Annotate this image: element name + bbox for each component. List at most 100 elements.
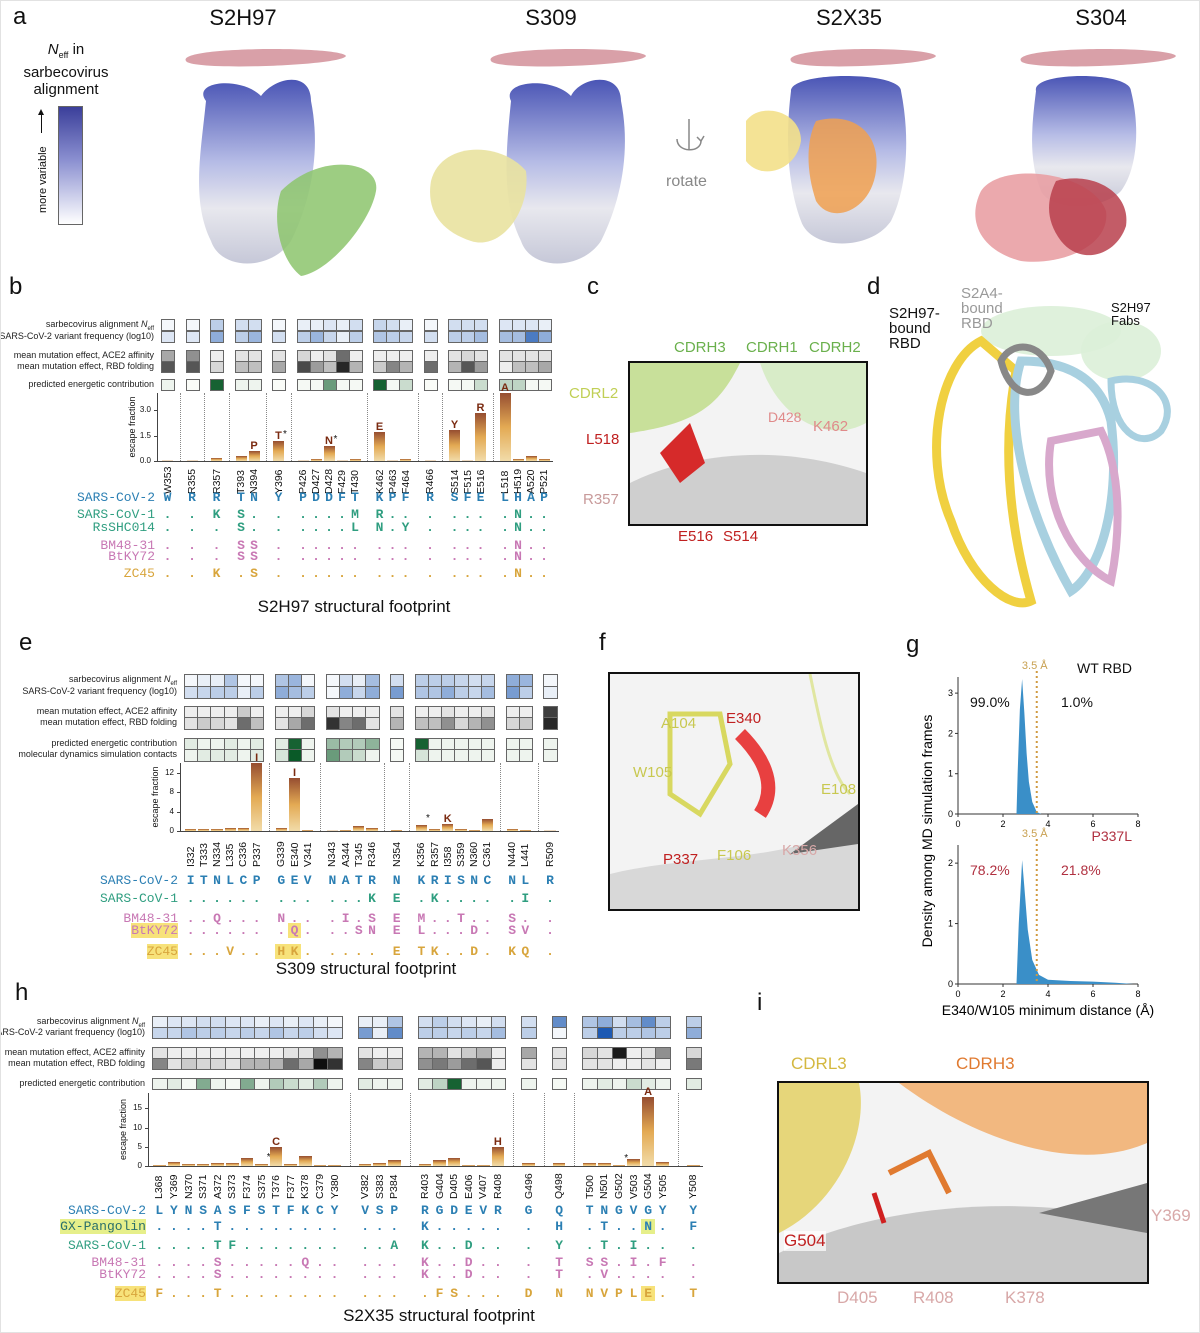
residue-label: R357 [428, 841, 441, 867]
sequence-residue: . [375, 1286, 384, 1301]
heatmap-cell [287, 749, 303, 762]
sequence-residue: V [629, 1203, 638, 1218]
heatmap-cell [655, 1026, 671, 1039]
sequence-residue: . [315, 1255, 324, 1270]
escape-logo-stack [198, 829, 210, 831]
sequence-residue: . [277, 923, 286, 938]
heatmap-cell [432, 1058, 448, 1070]
heatmap-cell [301, 717, 316, 730]
sequence-residue: . [493, 1219, 502, 1234]
sequence-residue: T [213, 1219, 222, 1234]
heatmap-cell [348, 379, 363, 391]
heatmap-cell [210, 319, 224, 331]
legend-line2: sarbecovirus [23, 64, 109, 81]
heatmap-cell [210, 379, 224, 391]
heatmap-cell [312, 1058, 329, 1070]
sequence-residue: . [163, 549, 172, 564]
escape-logo-stack [211, 828, 223, 831]
sequence-residue: . [388, 520, 397, 535]
sequence-residue: . [188, 549, 196, 564]
sequence-residue: . [242, 1219, 251, 1234]
escape-logo-stack [269, 1146, 283, 1166]
heatmap-cell [152, 1078, 168, 1090]
sequence-residue: K [430, 891, 439, 906]
sequence-residue: . [521, 911, 530, 926]
heatmap-cell [423, 361, 438, 373]
sequence-residue: . [658, 1238, 667, 1253]
escape-logo-stack [477, 1164, 490, 1166]
sequence-residue: N [277, 911, 286, 926]
antibody-heavy-chain [899, 1083, 1147, 1155]
sequence-residue: L [351, 520, 359, 535]
escape-logo-stack [366, 828, 378, 831]
escape-logo-letter: E [375, 421, 384, 434]
escape-logo-stack [462, 459, 473, 461]
sequence-residue: . [188, 507, 196, 522]
escape-tick-label: 0 [169, 826, 174, 835]
sequence-residue: S [237, 538, 245, 553]
heatmap-cell [480, 749, 495, 762]
sequence-residue: Q [213, 911, 221, 926]
escape-logo-stack [358, 1164, 372, 1166]
sequence-residue: Y [401, 520, 410, 535]
sequence-residue: . [375, 549, 384, 564]
heatmap-cell [223, 717, 238, 730]
sequence-residue: K [420, 1267, 429, 1282]
sequence-residue: F [242, 1203, 251, 1218]
sequence-residue: . [252, 923, 261, 938]
heatmap-cell [234, 361, 249, 373]
rbd-residues-highlight [660, 423, 705, 483]
residue-label: Y505 [656, 1174, 669, 1199]
sequence-residue: . [186, 891, 195, 906]
sequence-residue: D [464, 1267, 473, 1282]
heatmap-cell [373, 319, 387, 331]
sequence-residue: N [514, 520, 522, 535]
sequence-residue: . [303, 944, 312, 959]
heatmap-cell [236, 749, 251, 762]
sequence-residue: . [493, 1286, 502, 1301]
sequence-residue: N [392, 873, 401, 888]
sequence-residue: . [420, 1286, 429, 1301]
escape-logo-stack [186, 459, 198, 461]
sequence-residue: . [351, 538, 359, 553]
sequence-residue: . [388, 538, 397, 553]
sequence-residue: V [600, 1267, 609, 1282]
sequence-residue: S [354, 923, 363, 938]
sequence-residue: . [325, 566, 333, 581]
escape-logo-stack [627, 1159, 640, 1166]
sequence-residue: R [375, 507, 384, 522]
sequence-residue: N [514, 549, 522, 564]
label-line: S2H97- [889, 305, 940, 322]
heatmap-cell [373, 379, 387, 391]
sequence-residue: L [226, 873, 235, 888]
label-k356: K356 [782, 842, 818, 859]
heatmap-cell [234, 331, 249, 343]
sequence-name: BtKY72 [108, 549, 155, 564]
sequence-residue: T [689, 1286, 698, 1301]
sequence-residue: . [213, 923, 221, 938]
antibody-heavy-chain [760, 363, 866, 431]
sequence-residue: . [476, 549, 485, 564]
heatmap-cell [505, 749, 520, 762]
sequence-residue: . [375, 1255, 384, 1270]
heatmap-row-label: mean mutation effect, RBD folding [8, 1058, 145, 1068]
label-s2a4-bound-rbd: S2A4- bound RBD [961, 286, 1003, 331]
heatmap-cell [327, 1058, 343, 1070]
sequence-residue: . [524, 1219, 533, 1234]
sequence-residue: . [315, 1286, 324, 1301]
sequence-residue: . [274, 566, 283, 581]
sequence-residue: D [312, 490, 320, 505]
escape-tick-label: 8 [169, 787, 174, 797]
residue-label: K378 [299, 1174, 312, 1199]
escape-logo-stack [506, 828, 518, 831]
sequence-residue: . [169, 1286, 178, 1301]
sequence-residue: . [375, 1267, 384, 1282]
x-tick-label: 6 [1090, 989, 1095, 999]
heatmap-cell [197, 717, 212, 730]
sequence-residue: . [325, 549, 333, 564]
sequence-residue: . [354, 911, 363, 926]
heatmap-row-label: molecular dynamics simulation contacts [18, 749, 177, 759]
heatmap-cell [298, 1026, 314, 1039]
escape-logo-stack [323, 445, 335, 461]
heatmap-cell [597, 1078, 613, 1090]
